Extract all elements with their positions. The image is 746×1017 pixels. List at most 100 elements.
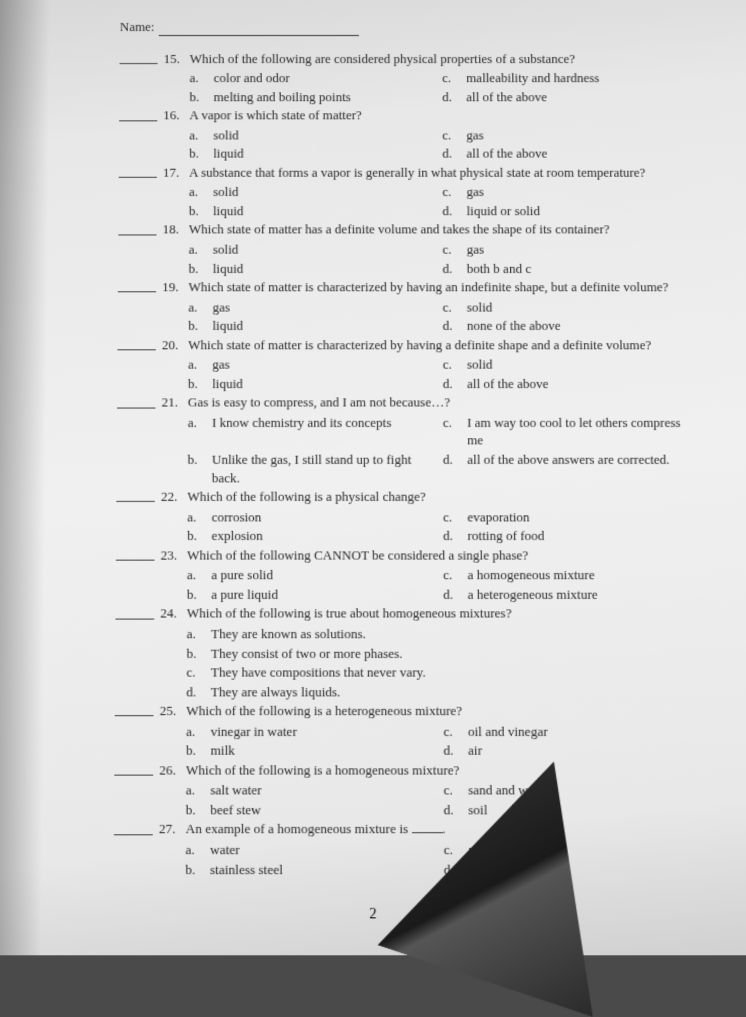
option: b. liquid xyxy=(189,259,435,278)
option-text: solid xyxy=(213,183,434,201)
option-text: malleability and hardness xyxy=(466,69,687,87)
option-text: They are known as solutions. xyxy=(211,625,692,643)
question-row: 21.Gas is easy to compress, and I am not… xyxy=(117,394,690,412)
option: a.salt water xyxy=(186,781,436,800)
option-letter: a. xyxy=(187,508,201,526)
option: b. beef stew xyxy=(186,801,436,820)
option: c.malleability and hardness xyxy=(442,69,687,88)
question-text: A vapor is which state of matter? xyxy=(189,106,687,124)
option-text: beef stew xyxy=(210,801,435,819)
option-letter: d. xyxy=(443,741,457,759)
option: a.water xyxy=(185,841,435,860)
option: a.I know chemistry and its concepts xyxy=(188,414,435,451)
option-text: liquid xyxy=(213,259,435,277)
option-letter: a. xyxy=(186,722,200,740)
option-letter: d. xyxy=(443,527,457,545)
question-number: 21. xyxy=(161,394,187,412)
option: b.liquid xyxy=(189,202,435,221)
options-grid: a.waterc.noodle soupb.stainless steeld.o… xyxy=(185,841,694,880)
option-text: Unlike the gas, I still stand up to figh… xyxy=(212,451,435,487)
question-number: 24. xyxy=(160,604,187,622)
question-row: 22.Which of the following is a physical … xyxy=(116,488,690,506)
answer-blank[interactable] xyxy=(118,223,156,236)
question-row: 20.Which state of matter is characterize… xyxy=(117,336,689,354)
option: d.all of the above answers are corrected… xyxy=(443,451,691,488)
option: d.all of the above xyxy=(442,88,687,107)
option-letter: a. xyxy=(187,625,201,643)
question-text: A substance that forms a vapor is genera… xyxy=(189,164,688,182)
option: d. rotting of food xyxy=(443,527,691,546)
option: c. gas xyxy=(442,126,687,145)
answer-blank[interactable] xyxy=(120,52,158,64)
question-row: 27.An example of a homogeneous mixture i… xyxy=(114,820,694,838)
option: d.all of the above xyxy=(442,145,687,164)
question-text: Which state of matter is characterized b… xyxy=(188,278,688,296)
option-letter: b. xyxy=(189,259,203,277)
question-text: Which of the following is a homogeneous … xyxy=(186,761,693,779)
question-number: 15. xyxy=(164,50,190,68)
option: b.liquid xyxy=(189,145,434,164)
answer-blank[interactable] xyxy=(117,396,156,409)
option-text: explosion xyxy=(211,527,434,545)
question-text: Gas is easy to compress, and I am not be… xyxy=(188,394,690,412)
question-row: 16.A vapor is which state of matter? xyxy=(119,106,687,124)
option-letter: b. xyxy=(186,801,200,819)
option: b.liquid xyxy=(188,317,434,336)
option-text: gas xyxy=(213,298,435,316)
option-letter: d. xyxy=(186,682,200,700)
options-grid: a.solidc.gasb.liquidd.liquid or solid xyxy=(189,183,688,221)
option: b.milk xyxy=(186,741,435,760)
option-letter: c. xyxy=(443,298,457,316)
option: a.vinegar in water xyxy=(186,722,435,741)
option-letter: b. xyxy=(185,860,199,878)
question-number: 22. xyxy=(161,488,187,506)
option: d.soil xyxy=(444,801,694,820)
option: c.sand and water xyxy=(444,781,694,800)
option: a. They are known as solutions. xyxy=(187,625,692,644)
question-text: Which of the following is a heterogeneou… xyxy=(186,702,692,720)
question-row: 24.Which of the following is true about … xyxy=(115,604,691,622)
option: c.They have compositions that never vary… xyxy=(186,663,692,682)
answer-blank[interactable] xyxy=(114,822,153,835)
option-text: gas xyxy=(466,126,687,144)
question-text: An example of a homogeneous mixture is . xyxy=(186,820,694,838)
question-number: 19. xyxy=(162,278,188,296)
question-number: 25. xyxy=(160,702,187,720)
question-row: 25.Which of the following is a heterogen… xyxy=(115,702,693,720)
option-letter: c. xyxy=(442,126,456,144)
option-letter: a. xyxy=(187,566,201,584)
answer-blank[interactable] xyxy=(114,763,153,776)
answer-blank[interactable] xyxy=(119,166,157,178)
inline-blank[interactable] xyxy=(411,821,442,833)
option-text: I know chemistry and its concepts xyxy=(212,414,435,450)
option-letter: c. xyxy=(186,663,200,681)
option-text: water xyxy=(210,841,435,859)
answer-blank[interactable] xyxy=(116,490,155,503)
option: a.solid xyxy=(189,183,434,202)
option: b.explosion xyxy=(187,527,435,546)
option-letter: c. xyxy=(443,566,457,584)
answer-blank[interactable] xyxy=(118,280,156,293)
question-number: 20. xyxy=(162,336,188,354)
answer-blank[interactable] xyxy=(115,607,154,620)
answer-blank[interactable] xyxy=(115,704,154,717)
question-number: 27. xyxy=(159,820,186,838)
option-text: liquid or solid xyxy=(467,202,688,220)
name-underline[interactable] xyxy=(158,23,358,36)
option: b.stainless steel xyxy=(185,860,435,879)
answer-blank[interactable] xyxy=(116,548,155,561)
option-letter: c. xyxy=(443,508,457,526)
option-text: rotting of food xyxy=(467,527,691,545)
option-letter: d. xyxy=(442,202,456,220)
options-grid: a.solidc.gasb.liquidd.all of the above xyxy=(189,126,687,163)
option-letter: c. xyxy=(442,183,456,201)
option-text: both b and c xyxy=(467,259,689,277)
answer-blank[interactable] xyxy=(117,338,155,351)
option: a.gas xyxy=(188,298,434,317)
option: a.a pure solid xyxy=(187,566,435,585)
option: c.I am way too cool to let others compre… xyxy=(443,414,690,451)
answer-blank[interactable] xyxy=(119,108,157,120)
option-letter: a. xyxy=(188,356,202,374)
option-letter: b. xyxy=(189,145,203,163)
option-letter: d. xyxy=(443,317,457,335)
